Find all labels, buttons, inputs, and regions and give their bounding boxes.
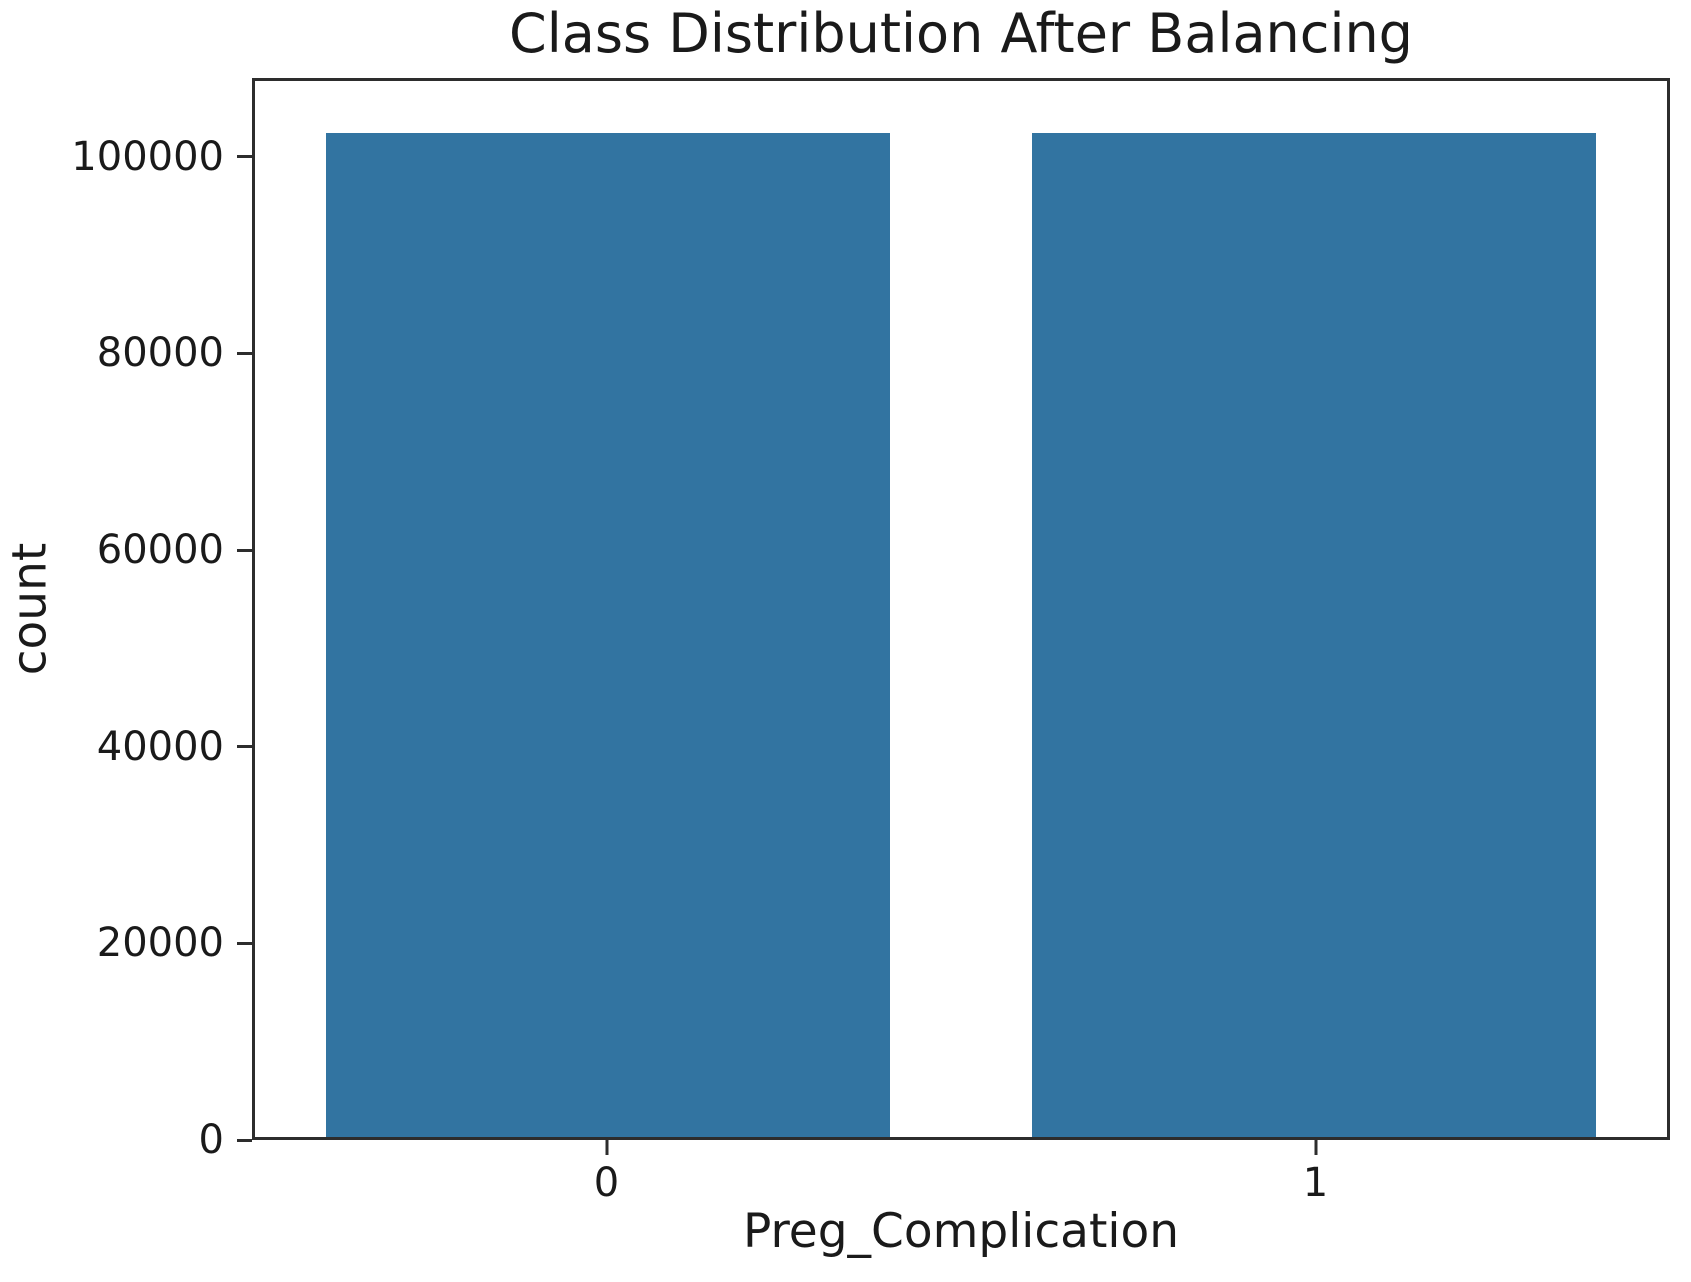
y-tick-label: 20000 (96, 920, 224, 967)
y-tick-mark (237, 1138, 252, 1142)
y-tick-label: 60000 (96, 527, 224, 573)
x-tick-mark (605, 1140, 608, 1155)
y-tick-label: 0 (198, 1117, 224, 1163)
y-tick-mark (237, 155, 252, 159)
chart-title: Class Distribution After Balancing (509, 2, 1413, 65)
x-tick-mark (1314, 1140, 1317, 1155)
bar-category-0 (325, 132, 891, 1137)
plot-area (252, 78, 1670, 1140)
x-axis-label: Preg_Complication (742, 1204, 1180, 1259)
y-tick-label: 40000 (96, 723, 224, 770)
y-tick-mark (237, 941, 252, 945)
x-tick-label: 0 (593, 1160, 620, 1206)
x-tick-label: 1 (1302, 1160, 1329, 1206)
y-tick-mark (237, 351, 252, 355)
y-tick-label: 80000 (96, 330, 224, 377)
y-tick-mark (237, 745, 252, 749)
bar-category-1 (1031, 132, 1597, 1137)
y-tick-label: 100000 (71, 133, 224, 180)
y-tick-mark (237, 548, 252, 552)
